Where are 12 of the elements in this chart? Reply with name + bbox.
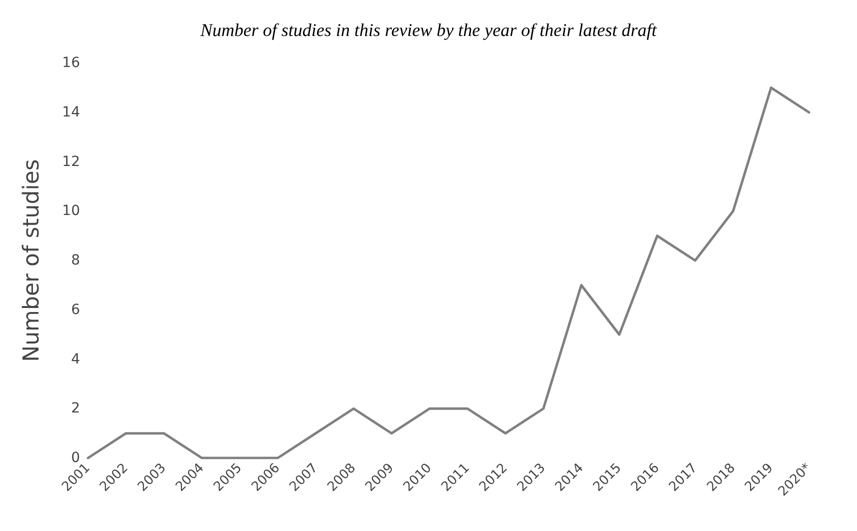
line-series (86, 86, 810, 460)
y-tick-label: 2 (71, 400, 80, 417)
y-tick-label: 8 (71, 252, 80, 268)
y-tick-label: 16 (62, 55, 80, 71)
y-tick-label: 12 (62, 154, 80, 170)
y-tick-label: 6 (71, 302, 80, 318)
y-tick-label: 4 (71, 351, 80, 368)
y-tick-label: 10 (62, 203, 80, 220)
y-tick-label: 0 (71, 450, 80, 466)
chart-title: Number of studies in this review by the year of their latest draft (199, 20, 658, 40)
y-axis-title: Number of studies (20, 159, 44, 362)
y-tick-label: 14 (62, 104, 80, 120)
